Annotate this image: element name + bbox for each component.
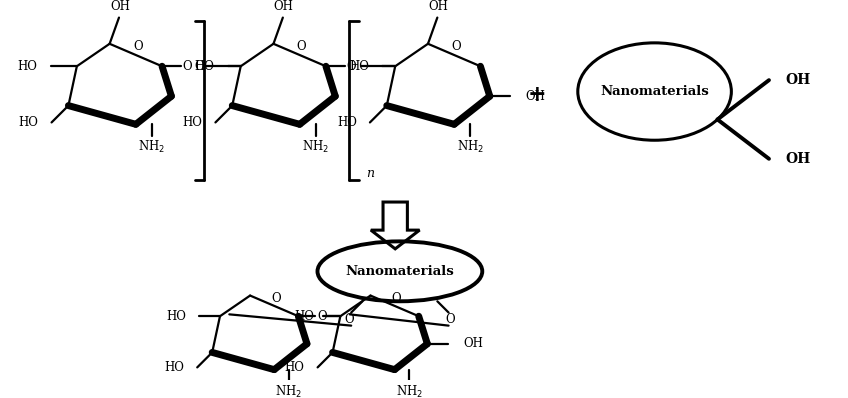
Text: OH: OH bbox=[428, 0, 449, 13]
Text: OH: OH bbox=[786, 152, 811, 166]
Text: +: + bbox=[527, 84, 546, 106]
Text: NH$_2$: NH$_2$ bbox=[138, 139, 165, 155]
Text: Nanomaterials: Nanomaterials bbox=[345, 265, 455, 278]
Text: NH$_2$: NH$_2$ bbox=[456, 139, 483, 155]
Text: HO: HO bbox=[182, 116, 203, 129]
Text: O: O bbox=[451, 40, 460, 53]
Text: O: O bbox=[297, 40, 306, 53]
Text: NH$_2$: NH$_2$ bbox=[302, 139, 329, 155]
Text: HO: HO bbox=[19, 116, 38, 129]
Text: NH$_2$: NH$_2$ bbox=[395, 384, 422, 398]
Polygon shape bbox=[371, 202, 420, 249]
Text: OH: OH bbox=[110, 0, 130, 13]
Text: HO: HO bbox=[18, 60, 37, 73]
Text: HO: HO bbox=[165, 361, 184, 374]
Text: OH: OH bbox=[526, 90, 545, 103]
Text: O: O bbox=[392, 292, 401, 305]
Text: HO: HO bbox=[337, 116, 357, 129]
Text: O: O bbox=[317, 310, 326, 323]
Text: OH: OH bbox=[786, 73, 811, 87]
Text: O: O bbox=[195, 60, 204, 73]
Text: HO: HO bbox=[349, 60, 369, 73]
Text: HO: HO bbox=[194, 60, 215, 73]
Text: HO: HO bbox=[285, 361, 304, 374]
Text: O: O bbox=[271, 292, 281, 305]
Text: HO: HO bbox=[294, 310, 314, 323]
Text: O: O bbox=[344, 312, 354, 326]
Text: OH: OH bbox=[463, 337, 483, 350]
Text: OH: OH bbox=[274, 0, 293, 13]
Text: O: O bbox=[133, 40, 142, 53]
Text: NH$_2$: NH$_2$ bbox=[276, 384, 302, 398]
Text: O: O bbox=[346, 60, 356, 73]
Text: HO: HO bbox=[166, 310, 187, 323]
Text: O: O bbox=[182, 60, 192, 73]
Text: n: n bbox=[366, 166, 374, 179]
Text: Nanomaterials: Nanomaterials bbox=[600, 85, 709, 98]
Text: O: O bbox=[446, 312, 455, 326]
